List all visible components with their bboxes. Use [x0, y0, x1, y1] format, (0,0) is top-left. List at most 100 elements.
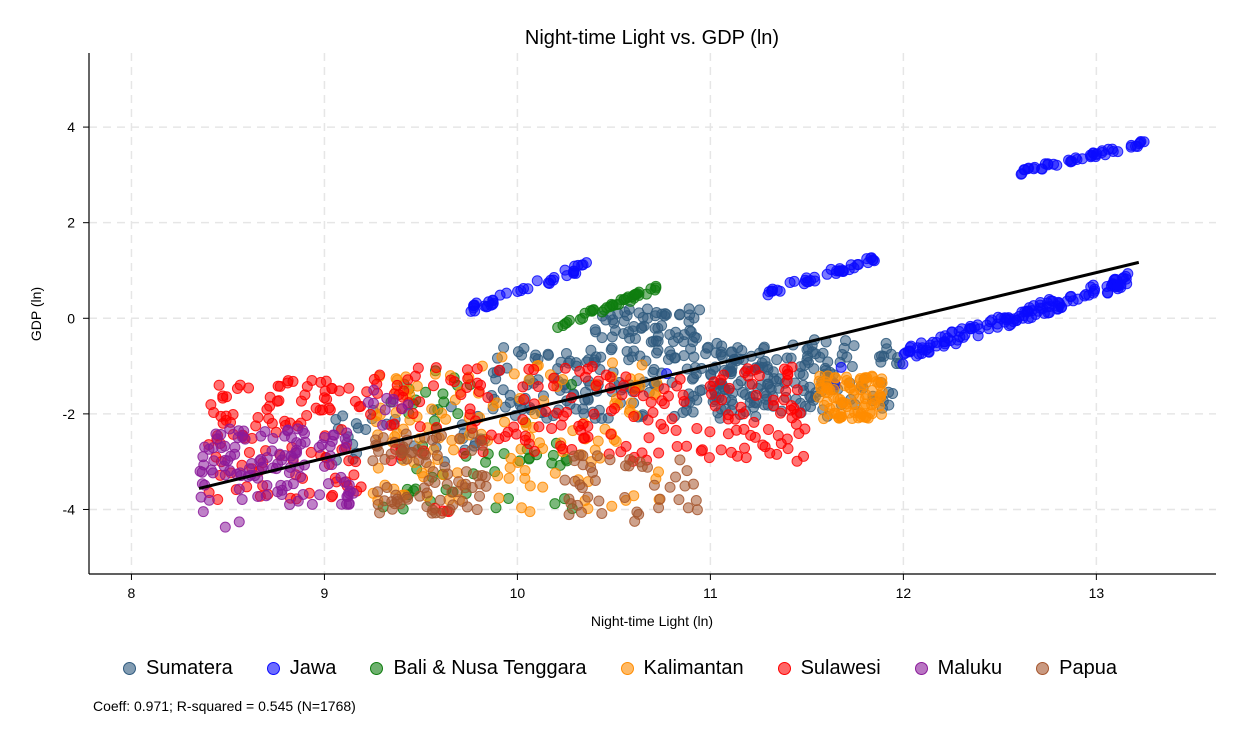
scatter-point: [658, 383, 670, 395]
scatter-point: [1056, 301, 1068, 313]
scatter-point: [624, 332, 636, 344]
scatter-point: [273, 395, 285, 407]
scatter-point: [365, 408, 377, 420]
scatter-point: [282, 424, 294, 436]
scatter-point: [563, 509, 575, 521]
scatter-point: [722, 428, 734, 440]
scatter-point: [630, 288, 642, 300]
scatter-point: [1022, 163, 1034, 175]
scatter-point: [414, 421, 426, 433]
scatter-point: [310, 402, 322, 414]
scatter-point: [761, 361, 773, 373]
scatter-point: [367, 455, 379, 467]
scatter-point: [654, 493, 666, 505]
legend-label: Maluku: [937, 656, 1003, 679]
scatter-point: [315, 376, 327, 388]
scatter-point: [327, 429, 339, 441]
scatter-point: [569, 475, 581, 487]
scatter-point: [785, 404, 797, 416]
scatter-point: [252, 490, 264, 502]
scatter-point: [318, 460, 330, 472]
scatter-point: [555, 440, 567, 452]
scatter-point: [1063, 154, 1075, 166]
scatter-point: [299, 436, 311, 448]
scatter-point: [549, 498, 561, 510]
y-tick-label: 4: [67, 119, 75, 135]
scatter-point: [454, 433, 466, 445]
scatter-point: [555, 419, 567, 431]
legend-item: Kalimantan: [620, 657, 744, 680]
scatter-point: [379, 404, 391, 416]
scatter-point: [374, 507, 386, 519]
scatter-point: [766, 285, 778, 297]
scatter-point: [647, 366, 659, 378]
scatter-point: [588, 304, 600, 316]
scatter-point: [703, 452, 715, 464]
scatter-point: [851, 259, 863, 271]
scatter-point: [233, 483, 245, 495]
scatter-point: [561, 317, 573, 329]
scatter-point: [652, 322, 664, 334]
scatter-point: [267, 432, 279, 444]
scatter-point: [379, 453, 391, 465]
fit-line-layer: [198, 260, 1140, 490]
scatter-point: [292, 423, 304, 435]
scatter-point: [326, 383, 338, 395]
scatter-point: [691, 394, 703, 406]
scatter-point: [801, 354, 813, 366]
scatter-point: [447, 499, 459, 511]
scatter-point: [791, 384, 803, 396]
scatter-point: [631, 506, 643, 518]
legend-item: Papua: [1036, 657, 1117, 680]
scatter-point: [638, 320, 650, 332]
scatter-point: [208, 455, 220, 467]
scatter-point: [636, 460, 648, 472]
scatter-point: [548, 372, 560, 384]
scatter-point: [324, 404, 336, 416]
scatter-point: [517, 414, 529, 426]
scatter-point: [590, 326, 602, 338]
scatter-point: [887, 388, 899, 400]
scatter-point: [471, 504, 483, 516]
x-tick-label: 13: [1089, 585, 1105, 601]
scatter-point: [217, 390, 229, 402]
x-tick-label: 10: [510, 585, 526, 601]
scatter-point: [442, 468, 454, 480]
scatter-point: [485, 429, 497, 441]
scatter-point: [664, 329, 676, 341]
scatter-point: [620, 292, 632, 304]
scatter-point: [681, 404, 693, 416]
chart-title: Night-time Light vs. GDP (ln): [525, 27, 779, 49]
scatter-point: [619, 492, 631, 504]
scatter-point: [233, 516, 245, 528]
y-tick-label: -4: [63, 501, 76, 517]
scatter-point: [765, 384, 777, 396]
scatter-point: [266, 417, 278, 429]
scatter-point: [367, 397, 379, 409]
scatter-point: [372, 486, 384, 498]
scatter-point: [540, 406, 552, 418]
scatter-point: [674, 308, 686, 320]
scatter-point: [434, 494, 446, 506]
scatter-point: [205, 399, 217, 411]
scatter-point: [781, 352, 793, 364]
scatter-point: [349, 395, 361, 407]
legend-item: Sumatera: [123, 657, 233, 680]
legend-label: Jawa: [289, 656, 337, 679]
scatter-point: [780, 385, 792, 397]
scatter-point: [261, 479, 273, 491]
scatter-point: [229, 441, 241, 453]
scatter-point: [771, 448, 783, 460]
x-tick-label: 8: [128, 585, 136, 601]
scatter-point: [460, 466, 472, 478]
legend-item: Bali & Nusa Tenggara: [370, 656, 587, 680]
scatter-point: [498, 342, 510, 354]
scatter-point: [835, 411, 847, 423]
scatter-point: [465, 305, 477, 317]
legend-item: Maluku: [914, 656, 1003, 680]
scatter-point: [642, 414, 654, 426]
legend-label: Bali & Nusa Tenggara: [393, 656, 587, 679]
scatter-point: [814, 370, 826, 382]
scatter-point: [476, 439, 488, 451]
